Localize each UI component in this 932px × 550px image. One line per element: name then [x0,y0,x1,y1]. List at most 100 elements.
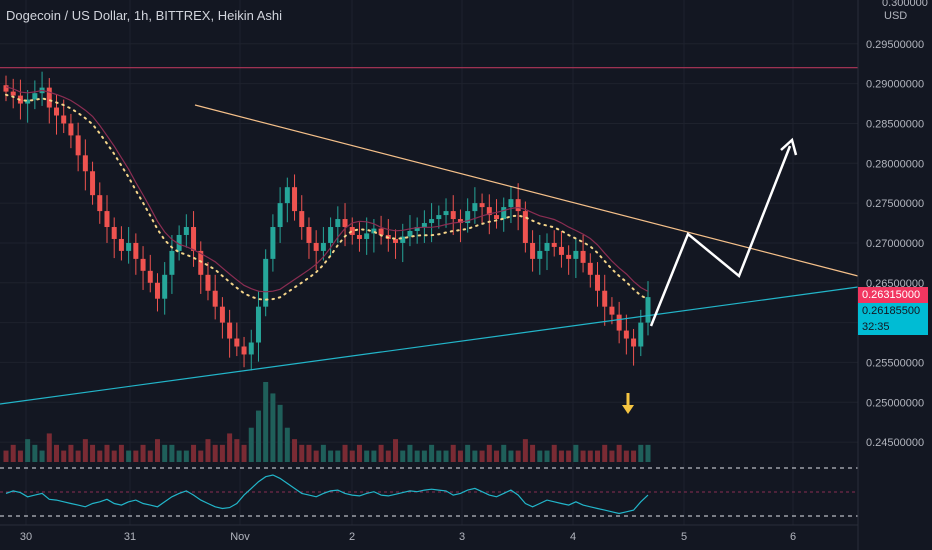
candle-body [616,314,622,331]
price-tick-label: 0.28500000 [866,118,924,130]
candle-body [3,85,9,92]
candle-body [566,254,572,259]
axis-background [858,0,932,550]
candle-body [407,231,413,237]
volume-bar [436,450,442,462]
volume-bar [378,444,384,462]
volume-bars [3,382,651,462]
volume-bar [191,444,197,462]
volume-bar [277,404,283,462]
candle-body [551,242,557,247]
volume-bar [176,450,182,462]
volume-bar [32,444,38,462]
volume-bar [421,450,427,462]
volume-bar [212,444,218,462]
candle-body [255,306,261,343]
time-tick-label: 6 [790,531,796,543]
volume-bar [90,444,96,462]
candle-body [176,234,182,251]
dotted-trend-line [5,93,649,301]
candle-body [154,282,160,299]
candle-body [299,211,305,228]
candle-body [162,274,168,299]
volume-bar [371,450,377,462]
downtrend-line [194,104,859,277]
volume-bar [616,444,622,462]
candle-body [241,346,247,355]
volume-bar [364,450,370,462]
volume-bar [118,444,124,462]
candle-body [414,227,420,231]
time-tick-label: 30 [20,531,32,543]
candle-body [292,187,298,212]
candle-body [580,250,586,263]
volume-bar [522,439,528,462]
candle-body [169,250,175,275]
candle-body [270,227,276,259]
volume-bar [558,450,564,462]
volume-bar [602,444,608,462]
volume-bar [306,444,312,462]
volume-bar [472,450,478,462]
candle-body [479,203,485,208]
volume-bar [356,444,362,462]
candle-body [82,155,88,172]
volume-bar [623,450,629,462]
volume-bar [587,450,593,462]
volume-bar [162,444,168,462]
volume-bar [133,450,139,462]
volume-bar [227,433,233,462]
volume-bar [270,393,276,462]
volume-bar [61,450,67,462]
volume-bar [140,444,146,462]
currency-label: USD [884,10,908,22]
price-axis: 0.245000000.250000000.255000000.26000000… [857,0,932,550]
volume-bar [400,450,406,462]
volume-bar [566,450,572,462]
volume-bar [349,450,355,462]
candle-body [306,227,312,243]
volume-bar [443,450,449,462]
volume-bar [450,444,456,462]
volume-bar [486,444,492,462]
time-tick-label: 3 [459,531,465,543]
volume-bar [393,439,399,462]
candle-body [587,262,593,275]
volume-bar [263,382,269,462]
candle-body [10,91,16,96]
candle-body [501,207,507,220]
candle-body [515,199,521,212]
candle-body [349,227,355,235]
candle-body [335,219,341,228]
candle-body [508,199,514,208]
candle-body [104,211,110,228]
volume-bar [320,444,326,462]
candle-body [198,250,204,275]
volume-bar [299,444,305,462]
candle-body [25,99,31,104]
candle-body [558,246,564,255]
candle-body [486,207,492,216]
projection-arrowhead [780,137,798,156]
candle-body [450,211,456,220]
volume-bar [313,450,319,462]
down-arrow-head [622,405,634,414]
candle-body [537,250,543,259]
volume-bar [551,444,557,462]
volume-bar [407,444,413,462]
volume-bar [17,450,23,462]
volume-bar [429,444,435,462]
candle-body [364,233,370,239]
volume-bar [126,450,132,462]
candle-body [400,236,406,243]
chart-title: Dogecoin / US Dollar, 1h, BITTREX, Heiki… [6,8,283,23]
moving-average-line [5,86,649,293]
price-tick-label: 0.26500000 [866,278,924,290]
volume-bar [205,439,211,462]
volume-bar [515,450,521,462]
candle-body [457,219,463,224]
candles [3,71,651,371]
volume-bar [508,450,514,462]
time-tick-label: 5 [681,531,687,543]
